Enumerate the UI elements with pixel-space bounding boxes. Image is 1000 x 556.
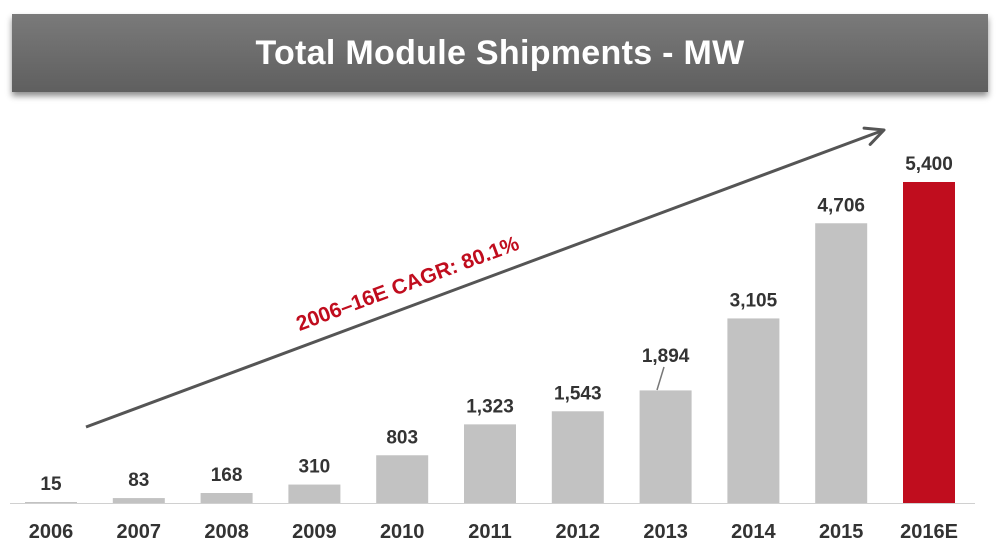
value-label-2015: 4,706 — [817, 195, 865, 216]
bar-2012 — [551, 411, 604, 503]
category-label-2010: 2010 — [380, 521, 425, 543]
category-label-2007: 2007 — [117, 521, 162, 543]
bar-2013 — [639, 390, 692, 503]
category-label-2009: 2009 — [292, 521, 337, 543]
trend-arrow-line — [85, 128, 885, 429]
bar-2007 — [112, 498, 165, 503]
bar-2008 — [200, 493, 253, 503]
bar-2009 — [288, 484, 341, 503]
bar-2011 — [464, 424, 516, 503]
category-label-2014: 2014 — [731, 521, 776, 543]
category-label-2016e: 2016E — [900, 521, 958, 543]
value-leader-line-2013 — [656, 366, 665, 391]
value-label-2009: 310 — [299, 457, 331, 478]
category-label-2012: 2012 — [556, 521, 601, 543]
value-label-2013: 1,894 — [642, 346, 690, 367]
value-label-2016e: 5,400 — [905, 154, 953, 175]
category-label-2008: 2008 — [204, 521, 249, 543]
category-label-2006: 2006 — [29, 521, 74, 543]
bar-2010 — [376, 455, 429, 503]
category-label-2011: 2011 — [468, 521, 511, 543]
value-label-2011: 1,323 — [466, 396, 514, 417]
bar-2016e — [903, 182, 955, 503]
cagr-trend — [85, 126, 886, 429]
bar-2015 — [815, 223, 868, 503]
chart-title: Total Module Shipments - MW — [255, 33, 745, 72]
trend-arrow-head — [862, 126, 886, 146]
bar-2006 — [25, 502, 77, 503]
value-label-2012: 1,543 — [554, 383, 602, 404]
value-label-2007: 83 — [128, 470, 149, 491]
value-label-2010: 803 — [386, 427, 418, 448]
value-label-2008: 168 — [211, 465, 243, 486]
bar-2014 — [727, 318, 780, 503]
category-label-2015: 2015 — [819, 521, 864, 543]
value-label-2014: 3,105 — [730, 290, 778, 311]
category-label-2013: 2013 — [643, 521, 688, 543]
title-banner: Total Module Shipments - MW — [12, 14, 988, 92]
cagr-annotation: 2006–16E CAGR: 80.1% — [293, 232, 522, 336]
value-label-2006: 15 — [40, 474, 62, 495]
